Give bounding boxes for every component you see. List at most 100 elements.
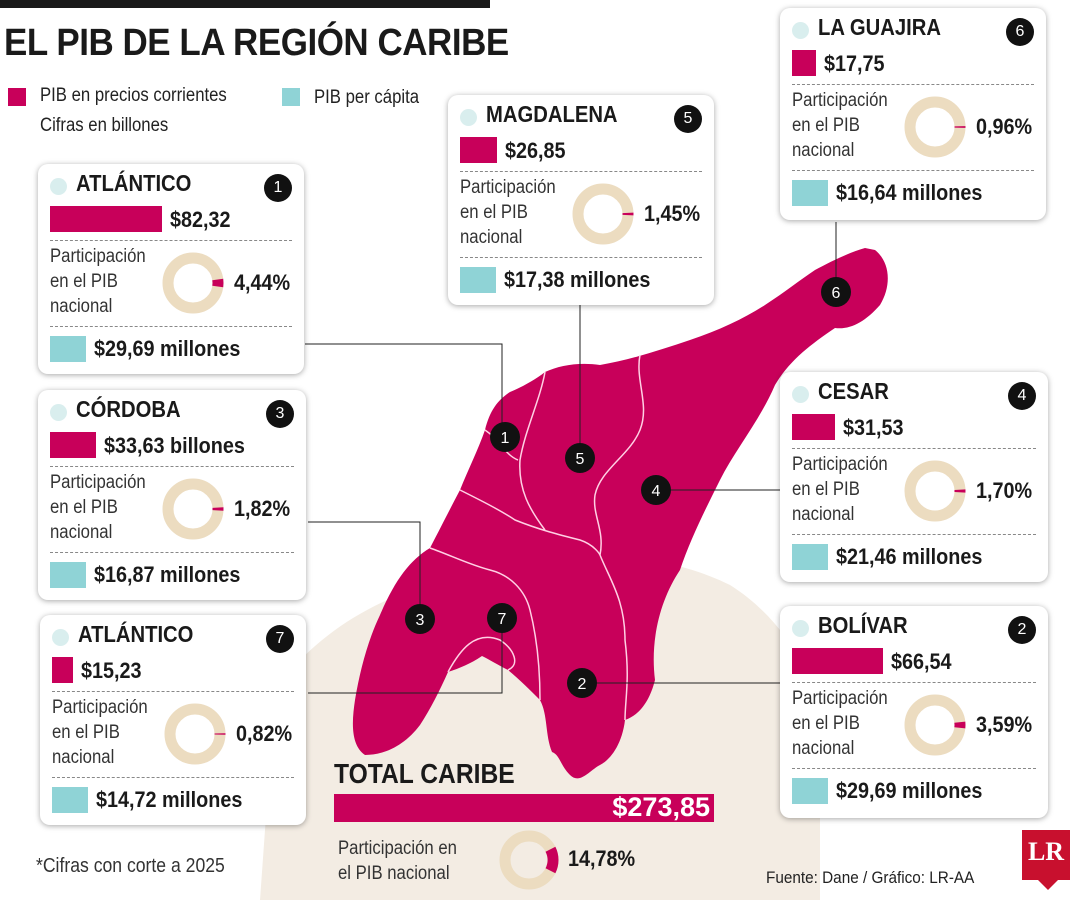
participacion-line3: nacional [792, 738, 855, 759]
participacion-label: Participación en el PIB nacional [460, 175, 556, 250]
total-title: TOTAL CARIBE [334, 758, 515, 789]
pib-bar [460, 137, 497, 163]
department-number: 4 [1008, 382, 1036, 410]
total-participacion-label: Participación en el PIB nacional [338, 836, 457, 886]
separator [52, 691, 294, 692]
pib-bar [52, 657, 73, 683]
separator [50, 466, 294, 467]
participacion-line1: Participación [792, 454, 888, 475]
participacion-line2: en el PIB [792, 713, 860, 734]
donut-ring [162, 252, 224, 314]
pib-bar [50, 206, 162, 232]
map-marker-4: 4 [641, 475, 671, 505]
region-dot [792, 386, 809, 403]
region-dot [50, 178, 67, 195]
percapita-swatch [792, 544, 828, 570]
map-caribbean-region [352, 248, 888, 779]
total-participacion-value: 14,78% [568, 846, 636, 871]
participacion-line1: Participación [52, 697, 148, 718]
map-marker-3-label: 3 [416, 612, 425, 629]
pib-value: $82,32 [170, 207, 231, 232]
participacion-line2: en el PIB [50, 497, 118, 518]
participacion-value: 0,82% [236, 721, 293, 746]
separator [50, 240, 292, 241]
lr-logo: LR [1022, 830, 1070, 890]
percapita-value: $21,46 millones [836, 544, 983, 569]
pib-value: $33,63 billones [104, 433, 245, 458]
participacion-donut [572, 183, 634, 245]
map-marker-6: 6 [821, 277, 851, 307]
participacion-donut [162, 252, 224, 314]
percapita-value: $29,69 millones [94, 336, 241, 361]
donut-ring [904, 96, 966, 158]
map-marker-3: 3 [405, 604, 435, 634]
region-dot [792, 22, 809, 39]
card-magdalena: MAGDALENA 5 $26,85 Participación en el P… [448, 95, 714, 305]
participacion-donut [904, 460, 966, 522]
card-bolivar: BOLÍVAR 2 $66,54 Participación en el PIB… [780, 606, 1048, 818]
donut-ring [904, 460, 966, 522]
separator [50, 326, 292, 327]
separator [792, 534, 1036, 535]
department-name: BOLÍVAR [818, 612, 908, 638]
pib-bar [50, 432, 96, 458]
total-participacion-line2: el PIB nacional [338, 863, 450, 884]
map-marker-7: 7 [487, 603, 517, 633]
department-number: 7 [266, 625, 294, 653]
department-name: MAGDALENA [486, 101, 618, 127]
percapita-value: $16,87 millones [94, 562, 241, 587]
chart-title: EL PIB DE LA REGIÓN CARIBE [4, 22, 509, 64]
participacion-line3: nacional [52, 747, 115, 768]
department-number: 3 [266, 400, 294, 428]
participacion-value: 0,96% [976, 114, 1033, 139]
participacion-label: Participación en el PIB nacional [792, 686, 888, 761]
participacion-line3: nacional [460, 227, 523, 248]
legend-pib-swatch [8, 88, 26, 106]
legend-pib-label: PIB en precios corrientes [40, 85, 227, 106]
pib-bar [792, 648, 883, 674]
connector-lines [305, 222, 837, 694]
department-name: ATLÁNTICO [78, 621, 194, 647]
separator [792, 448, 1036, 449]
pib-value: $66,54 [891, 649, 952, 674]
card-atlantico-7: ATLÁNTICO 7 $15,23 Participación en el P… [40, 615, 306, 825]
participacion-line1: Participación [50, 246, 146, 267]
region-dot [52, 629, 69, 646]
card-atlantico: ATLÁNTICO 1 $82,32 Participación en el P… [38, 164, 304, 374]
department-number: 2 [1008, 616, 1036, 644]
separator [460, 257, 702, 258]
pib-bar [792, 414, 835, 440]
donut-ring [164, 703, 226, 765]
participacion-label: Participación en el PIB nacional [50, 244, 146, 319]
donut-ring [572, 183, 634, 245]
map-marker-6-label: 6 [832, 285, 841, 302]
separator [792, 768, 1036, 769]
total-participacion-donut [499, 830, 559, 890]
map-marker-4-label: 4 [652, 483, 661, 500]
department-name: CÓRDOBA [76, 396, 181, 422]
region-dot [460, 109, 477, 126]
percapita-swatch [792, 778, 828, 804]
participacion-line2: en el PIB [50, 271, 118, 292]
participacion-line1: Participación [792, 688, 888, 709]
percapita-swatch [52, 787, 88, 813]
participacion-value: 3,59% [976, 712, 1033, 737]
participacion-line3: nacional [792, 140, 855, 161]
participacion-line3: nacional [792, 504, 855, 525]
total-pib-bar [334, 794, 714, 822]
participacion-line2: en el PIB [792, 115, 860, 136]
card-cesar: CESAR 4 $31,53 Participación en el PIB n… [780, 372, 1048, 582]
connector-1 [305, 343, 503, 432]
percapita-value: $14,72 millones [96, 787, 243, 812]
separator [792, 682, 1036, 683]
participacion-line3: nacional [50, 522, 113, 543]
donut-ring [162, 478, 224, 540]
donut-ring [904, 694, 966, 756]
separator [460, 171, 702, 172]
participacion-donut [904, 694, 966, 756]
participacion-line2: en el PIB [460, 202, 528, 223]
map-marker-2: 2 [567, 668, 597, 698]
percapita-value: $29,69 millones [836, 778, 983, 803]
participacion-label: Participación en el PIB nacional [52, 695, 148, 770]
participacion-value: 1,70% [976, 478, 1033, 503]
